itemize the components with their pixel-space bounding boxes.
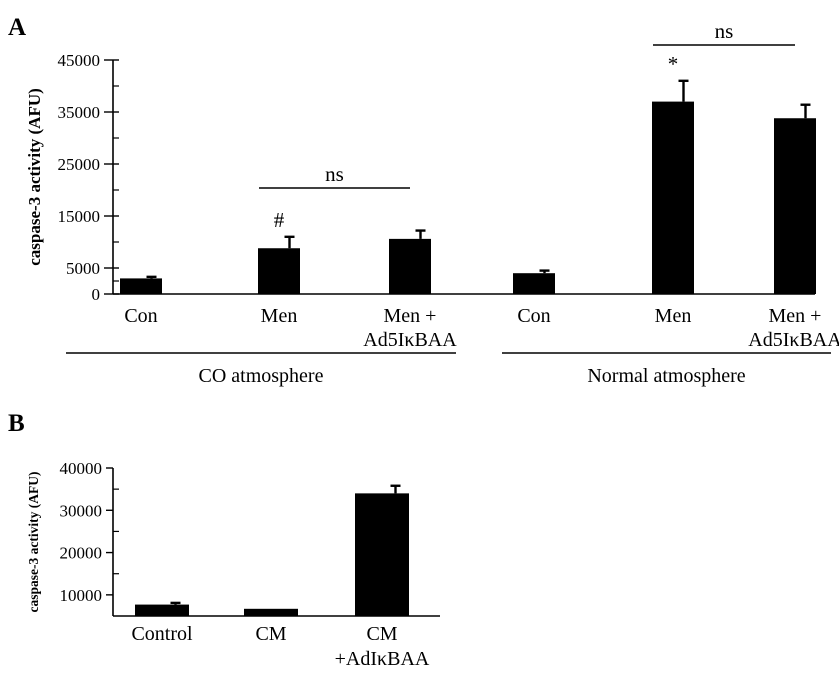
b-y-tick-label: 10000 [60, 586, 103, 605]
b-y-axis-label: caspase-3 activity (AFU) [26, 472, 41, 613]
a-group-label: CO atmosphere [199, 365, 324, 387]
panel-b-letter: B [8, 410, 25, 437]
b-bar [244, 608, 298, 616]
a-significance-mark: # [274, 208, 285, 232]
a-y-tick-label: 45000 [58, 51, 101, 70]
a-bar [513, 273, 555, 294]
a-significance-mark: * [668, 52, 679, 76]
a-y-tick-label: 0 [92, 285, 101, 304]
a-bar [258, 248, 300, 294]
a-y-axis-label: caspase-3 activity (AFU) [25, 88, 44, 266]
a-bar [389, 238, 431, 294]
a-category-label: Men [261, 305, 298, 327]
b-y-tick-label: 30000 [60, 501, 103, 520]
b-category-label: Control [131, 623, 193, 645]
b-category-label: CM +AdIκBAA [335, 623, 430, 670]
b-y-tick-label: 40000 [60, 459, 103, 478]
chart-a: 0 5000 15000 25000 35000 45000 caspase-3 activ… [25, 19, 839, 387]
a-bar [120, 278, 162, 294]
chart-b: 10000 20000 30000 40000 caspase-3 activity (… [26, 459, 440, 670]
a-y-tick-label: 5000 [66, 259, 100, 278]
a-category-label: Men + Ad5IκBAA [748, 305, 839, 351]
a-comparison-label: ns [325, 162, 344, 186]
b-bar [135, 604, 189, 616]
a-group-label: Normal atmosphere [587, 365, 745, 387]
a-comparison-label: ns [715, 19, 734, 43]
panel-a-letter: A [8, 14, 26, 41]
a-category-label: Con [517, 305, 550, 327]
b-y-tick-label: 20000 [60, 544, 103, 563]
a-category-label: Men [655, 305, 692, 327]
a-bar [774, 118, 816, 295]
a-bar [652, 101, 694, 294]
a-category-label: Men + Ad5IκBAA [363, 305, 457, 351]
b-category-label: CM [255, 623, 286, 645]
a-category-label: Con [124, 305, 157, 327]
a-y-tick-label: 35000 [58, 103, 101, 122]
a-y-tick-label: 25000 [58, 155, 101, 174]
a-y-tick-label: 15000 [58, 207, 101, 226]
b-bar [355, 493, 409, 616]
